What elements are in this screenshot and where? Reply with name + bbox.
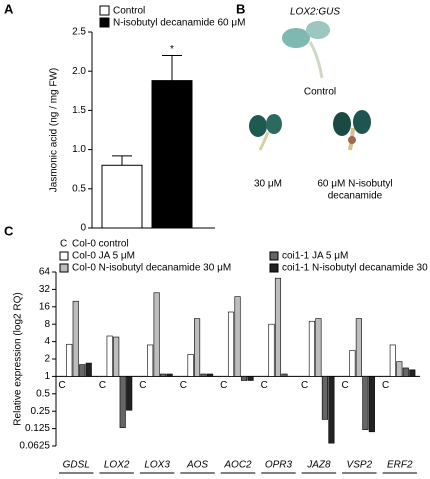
bar bbox=[113, 336, 120, 377]
bar bbox=[268, 323, 275, 377]
control-marker: C bbox=[139, 380, 146, 391]
seedling-images bbox=[249, 21, 371, 151]
y-tick-label: 1.5 bbox=[72, 105, 86, 116]
legend-label: Col-0 JA 5 μM bbox=[72, 251, 135, 262]
legend-swatch bbox=[99, 17, 110, 28]
bar bbox=[227, 311, 235, 377]
legend-label: N-isobutyl decanamide 60 μM bbox=[113, 18, 246, 29]
image-label: 60 μM N-isobutyl bbox=[317, 179, 392, 190]
y-tick-label: 4 bbox=[44, 336, 50, 347]
y-axis-label: Relative expression (log2 RQ) bbox=[13, 292, 24, 425]
control-marker: C bbox=[341, 380, 348, 391]
bar bbox=[281, 373, 288, 377]
bar bbox=[315, 318, 322, 377]
y-tick-label: 8 bbox=[44, 319, 50, 330]
control-marker: C bbox=[58, 380, 65, 391]
legend-marker: C bbox=[60, 239, 67, 250]
bar bbox=[66, 343, 73, 377]
x-tick-label: LOX3 bbox=[144, 460, 170, 471]
bar bbox=[106, 335, 113, 377]
bar bbox=[85, 362, 92, 377]
bar bbox=[274, 277, 282, 377]
y-tick-label: 0.5 bbox=[72, 183, 86, 194]
y-tick-label: 0 bbox=[80, 223, 86, 234]
x-tick-label: VSP2 bbox=[347, 460, 373, 471]
bar bbox=[349, 350, 356, 377]
bar bbox=[101, 164, 143, 229]
bar bbox=[396, 361, 403, 377]
bar bbox=[194, 318, 201, 377]
legend-swatch bbox=[99, 5, 110, 16]
x-tick-label: AOS bbox=[186, 460, 208, 471]
y-tick-label: 32 bbox=[39, 284, 51, 295]
panel-label: A bbox=[4, 1, 14, 16]
annotation: * bbox=[170, 44, 174, 55]
bar bbox=[321, 376, 328, 420]
control-marker: C bbox=[382, 380, 389, 391]
legend-label: Control bbox=[113, 6, 145, 17]
bar bbox=[153, 292, 160, 377]
legend-swatch bbox=[269, 263, 279, 273]
y-tick-label: 2.0 bbox=[72, 66, 86, 77]
x-tick-label: OPR3 bbox=[265, 460, 293, 471]
legend-swatch bbox=[269, 251, 279, 261]
x-tick-label: GDSL bbox=[63, 460, 90, 471]
bar bbox=[207, 373, 214, 377]
bar bbox=[355, 318, 362, 377]
y-tick-label: 64 bbox=[39, 267, 51, 278]
y-tick-label: 0.125 bbox=[25, 423, 50, 434]
image-label: Control bbox=[304, 87, 336, 98]
bar bbox=[389, 344, 396, 377]
control-marker: C bbox=[180, 380, 187, 391]
bar bbox=[234, 296, 241, 377]
bar bbox=[187, 354, 194, 377]
bar bbox=[147, 344, 154, 377]
legend-label: Col-0 N-isobutyl decanamide 30 μM bbox=[72, 263, 231, 274]
bar bbox=[402, 367, 409, 377]
bar bbox=[308, 320, 315, 377]
x-tick-label: AOC2 bbox=[223, 460, 252, 471]
control-marker: C bbox=[301, 380, 308, 391]
bar bbox=[200, 373, 207, 377]
image-label: decanamide bbox=[328, 191, 383, 202]
image-title: LOX2:GUS bbox=[290, 7, 340, 18]
x-tick-label: ERF2 bbox=[387, 460, 413, 471]
y-tick-label: 1.0 bbox=[72, 144, 86, 155]
bar bbox=[160, 373, 167, 377]
bar bbox=[409, 369, 416, 377]
bar bbox=[362, 376, 369, 430]
y-tick-label: 0.0625 bbox=[19, 441, 50, 452]
y-tick-label: 0.25 bbox=[31, 406, 51, 417]
bar bbox=[166, 373, 173, 377]
image-label: 30 μM bbox=[254, 179, 282, 190]
y-tick-label: 1 bbox=[44, 371, 50, 382]
x-tick-label: JAZ8 bbox=[306, 460, 331, 471]
control-marker: C bbox=[99, 380, 106, 391]
bar bbox=[72, 300, 79, 377]
bar bbox=[328, 376, 335, 444]
legend-label: Col-0 control bbox=[72, 239, 129, 250]
bar bbox=[151, 80, 193, 229]
bar bbox=[126, 376, 133, 411]
y-tick-label: 2 bbox=[44, 354, 50, 365]
bar bbox=[240, 376, 248, 381]
control-marker: C bbox=[220, 380, 227, 391]
legend-label: coi1-1 JA 5 μM bbox=[282, 251, 348, 262]
y-axis-label: Jasmonic acid (ng / mg FW) bbox=[49, 68, 60, 192]
legend-swatch bbox=[59, 251, 69, 261]
legend-swatch bbox=[59, 263, 69, 273]
bar bbox=[79, 364, 86, 377]
control-marker: C bbox=[261, 380, 268, 391]
bar bbox=[368, 376, 375, 433]
y-tick-label: 2.5 bbox=[72, 27, 86, 38]
bar bbox=[119, 376, 126, 428]
bar bbox=[247, 376, 254, 381]
y-tick-label: 16 bbox=[39, 301, 51, 312]
x-tick-label: LOX2 bbox=[104, 460, 130, 471]
panel-label: C bbox=[4, 223, 14, 238]
y-tick-label: 0.5 bbox=[36, 388, 50, 399]
legend-label: coi1-1 N-isobutyl decanamide 30 μM bbox=[282, 263, 430, 274]
panel-label: B bbox=[236, 1, 245, 16]
